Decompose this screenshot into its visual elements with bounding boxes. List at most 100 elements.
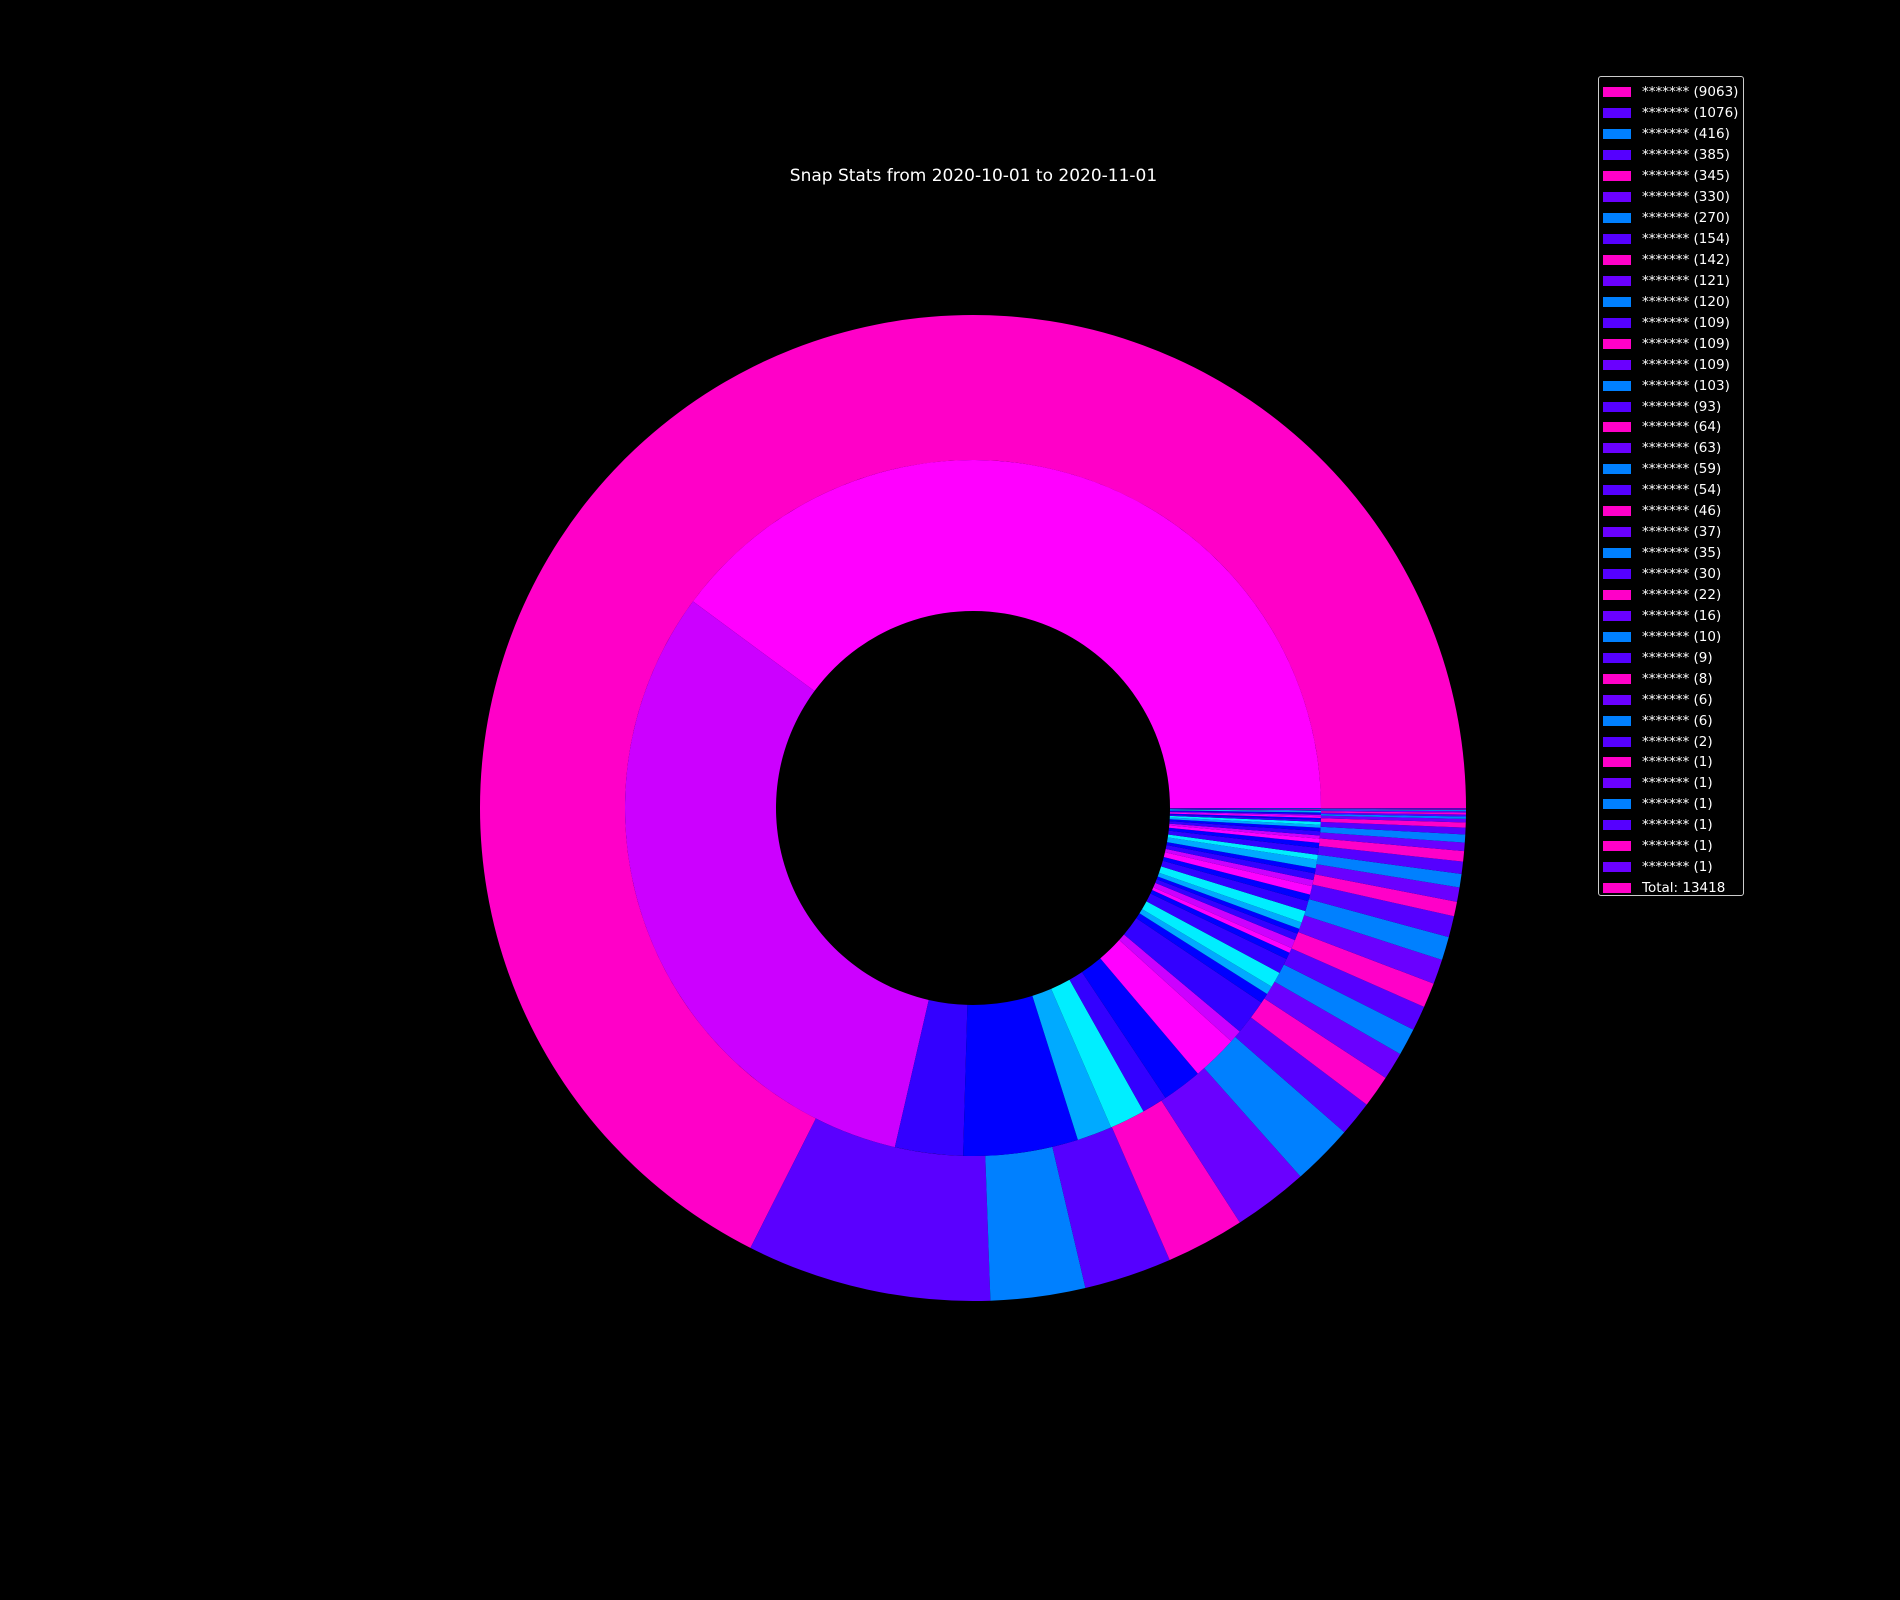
legend-swatch [1603, 799, 1631, 810]
legend-swatch [1603, 171, 1631, 182]
legend-swatch [1603, 464, 1631, 475]
outer-slice-31 [1320, 808, 1466, 810]
inner-slice-50 [1169, 808, 1321, 810]
legend-swatch [1603, 108, 1631, 119]
legend-swatch [1603, 841, 1631, 852]
legend-swatch [1603, 422, 1631, 433]
inner-slice-24 [1163, 852, 1313, 895]
legend-label: ******* (16) [1642, 607, 1722, 624]
inner-slice-35 [1169, 819, 1321, 832]
inner-slice-14 [1146, 893, 1287, 973]
legend-swatch [1603, 569, 1631, 580]
inner-slice-28 [1167, 837, 1318, 869]
legend-item: ******* (103) [1599, 375, 1743, 396]
inner-slice-19 [1156, 876, 1300, 934]
outer-slice-1 [750, 1118, 991, 1301]
inner-slice-7 [1081, 958, 1198, 1098]
inner-slice-13 [1142, 901, 1280, 987]
outer-slice-21 [1319, 832, 1465, 852]
legend-item: ******* (10) [1599, 626, 1743, 647]
outer-slice-11 [1283, 948, 1425, 1030]
inner-slice-32 [1169, 825, 1320, 843]
legend-label: ******* (121) [1642, 272, 1730, 289]
legend-label: ******* (30) [1642, 566, 1722, 583]
outer-ring [479, 315, 1467, 1301]
inner-slice-12 [1139, 909, 1272, 994]
outer-slice-16 [1312, 874, 1457, 917]
legend-item: ******* (1) [1599, 815, 1743, 836]
legend-swatch [1603, 296, 1631, 307]
legend-item: ******* (6) [1599, 689, 1743, 710]
outer-slice-23 [1320, 821, 1466, 835]
legend-item: ******* (9063) [1599, 82, 1743, 103]
outer-slice-27 [1320, 812, 1466, 817]
legend-swatch [1603, 317, 1631, 328]
inner-slice-2 [894, 999, 968, 1156]
legend-item: ******* (1) [1599, 794, 1743, 815]
inner-ring [624, 459, 1321, 1156]
legend-item: ******* (37) [1599, 522, 1743, 543]
legend-label: ******* (1) [1642, 859, 1713, 876]
legend-label: ******* (37) [1642, 524, 1722, 541]
legend-label: ******* (142) [1642, 251, 1730, 268]
legend-label: ******* (109) [1642, 314, 1730, 331]
legend-swatch [1603, 820, 1631, 831]
legend-label: ******* (9) [1642, 649, 1713, 666]
legend-label: ******* (6) [1642, 691, 1713, 708]
inner-slice-31 [1168, 827, 1320, 849]
inner-slice-5 [1051, 979, 1144, 1128]
legend-swatch [1603, 862, 1631, 873]
legend-item: ******* (1) [1599, 857, 1743, 878]
outer-slice-15 [1308, 884, 1454, 938]
legend-label: ******* (10) [1642, 628, 1722, 645]
outer-slice-13 [1298, 915, 1443, 984]
legend-label: ******* (1) [1642, 838, 1713, 855]
legend-swatch [1603, 589, 1631, 600]
legend-item: ******* (345) [1599, 166, 1743, 187]
legend-swatch [1603, 736, 1631, 747]
legend-swatch [1603, 485, 1631, 496]
legend-swatch [1603, 673, 1631, 684]
legend-swatch [1603, 631, 1631, 642]
legend-item: ******* (22) [1599, 585, 1743, 606]
legend-item: ******* (59) [1599, 459, 1743, 480]
outer-slice-6 [1204, 1036, 1345, 1177]
chart-title: Snap Stats from 2020-10-01 to 2020-11-01 [789, 166, 1158, 186]
inner-slice-26 [1165, 845, 1315, 881]
outer-slice-17 [1314, 864, 1460, 902]
legend-swatch [1603, 652, 1631, 663]
outer-slice-4 [1111, 1100, 1240, 1261]
legend-swatch [1603, 443, 1631, 454]
inner-slice-40 [1169, 812, 1321, 818]
legend-label: Total: 13418 [1642, 880, 1726, 897]
legend-swatch [1603, 715, 1631, 726]
legend-swatch [1603, 150, 1631, 161]
inner-slice-30 [1168, 830, 1319, 855]
outer-slice-30 [1320, 809, 1466, 812]
legend-item: ******* (30) [1599, 564, 1743, 585]
outer-slice-29 [1320, 810, 1466, 813]
legend-item: ******* (35) [1599, 543, 1743, 564]
legend-item: ******* (1) [1599, 752, 1743, 773]
legend-swatch [1603, 506, 1631, 517]
legend-label: ******* (345) [1642, 168, 1730, 185]
inner-slice-47 [1169, 808, 1321, 811]
legend-swatch [1603, 254, 1631, 265]
legend-label: ******* (64) [1642, 419, 1722, 436]
legend-swatch [1603, 527, 1631, 538]
inner-slice-38 [1169, 814, 1321, 822]
inner-slice-48 [1169, 808, 1321, 810]
legend-item: ******* (1) [1599, 836, 1743, 857]
inner-slice-22 [1161, 860, 1309, 912]
inner-slice-9 [1119, 934, 1240, 1042]
legend-item: ******* (93) [1599, 396, 1743, 417]
legend-label: ******* (1) [1642, 817, 1713, 834]
outer-slice-12 [1291, 931, 1434, 1007]
inner-slice-18 [1155, 879, 1298, 941]
outer-slice-33 [1320, 808, 1466, 810]
legend-item: ******* (154) [1599, 229, 1743, 250]
legend-swatch [1603, 275, 1631, 286]
legend-swatch [1603, 87, 1631, 98]
legend-item: ******* (2) [1599, 731, 1743, 752]
legend-swatch [1603, 757, 1631, 768]
